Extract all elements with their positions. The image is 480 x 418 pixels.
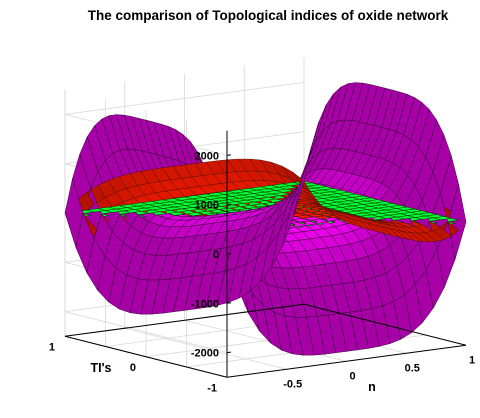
axis-edge <box>64 335 228 378</box>
x-tick-label: 0 <box>349 370 355 382</box>
axis-ticks: 2000 1000 0 -1000 -2000 -0.5 0 0.5 1 -1 0 1 <box>49 150 475 394</box>
y-tick-label: 0 <box>130 362 136 374</box>
surfaces <box>64 82 467 356</box>
z-tick-label: 1000 <box>195 200 219 212</box>
axis-edge <box>303 303 467 346</box>
y-axis-label: TI's <box>90 361 111 375</box>
z-tick-label: -1000 <box>191 298 219 310</box>
axis-edge <box>226 344 467 378</box>
x-tick-label: 1 <box>469 354 475 366</box>
z-tick-label: 0 <box>213 249 219 261</box>
surface-patch-0 <box>273 311 293 355</box>
y-tick-label: -1 <box>207 382 217 394</box>
y-tick-label: 1 <box>49 341 55 353</box>
surface-patch-0 <box>119 274 138 314</box>
chart-title: The comparison of Topological indices of… <box>88 8 449 23</box>
z-tick-label: 2000 <box>195 150 219 162</box>
z-tick-mark <box>226 253 232 255</box>
z-tick-mark <box>226 351 232 354</box>
axis-edge <box>64 303 305 337</box>
x-tick-label: -0.5 <box>283 378 302 390</box>
z-tick-mark <box>226 302 232 304</box>
z-tick-mark <box>226 203 232 206</box>
x-tick-label: 0.5 <box>405 362 420 374</box>
x-axis-label: n <box>368 380 376 394</box>
z-tick-mark <box>226 154 232 156</box>
z-tick-label: -2000 <box>191 348 219 360</box>
